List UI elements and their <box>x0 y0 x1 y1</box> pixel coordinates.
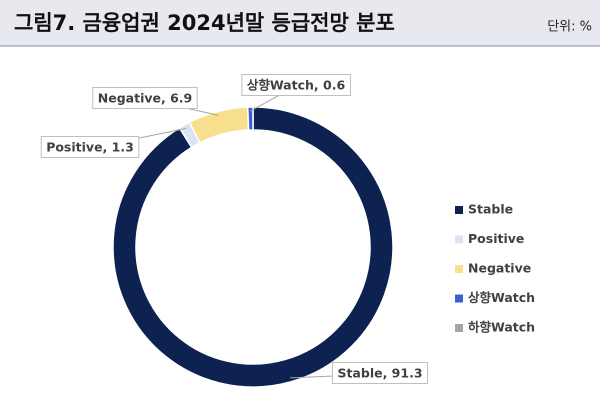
legend-label: 하향Watch <box>468 320 535 335</box>
data-label: Stable, 91.3 <box>337 366 422 381</box>
legend-label: Positive <box>468 231 524 246</box>
legend-swatch <box>455 294 463 303</box>
legend-label: Negative <box>468 261 531 276</box>
donut-segment <box>188 106 250 144</box>
data-label-box <box>40 136 140 158</box>
data-label-box <box>92 87 198 109</box>
data-label: 상향Watch, 0.6 <box>247 78 346 93</box>
chart-title: 그림7. 금융업권 2024년말 등급전망 분포 <box>14 11 395 35</box>
unit-note: 단위: % <box>547 20 592 35</box>
data-label-box <box>241 74 351 96</box>
data-label-box <box>331 362 429 384</box>
donut-segment <box>112 106 394 388</box>
legend-swatch <box>455 235 463 244</box>
data-label: Positive, 1.3 <box>46 140 134 155</box>
data-label: Negative, 6.9 <box>98 91 192 106</box>
legend-swatch <box>455 206 463 214</box>
header-band <box>0 0 600 46</box>
legend-label: 상향Watch <box>468 290 535 305</box>
donut-segment <box>246 106 254 131</box>
legend-label: Stable <box>468 202 513 217</box>
legend-swatch <box>455 265 463 273</box>
legend-swatch <box>455 324 463 332</box>
